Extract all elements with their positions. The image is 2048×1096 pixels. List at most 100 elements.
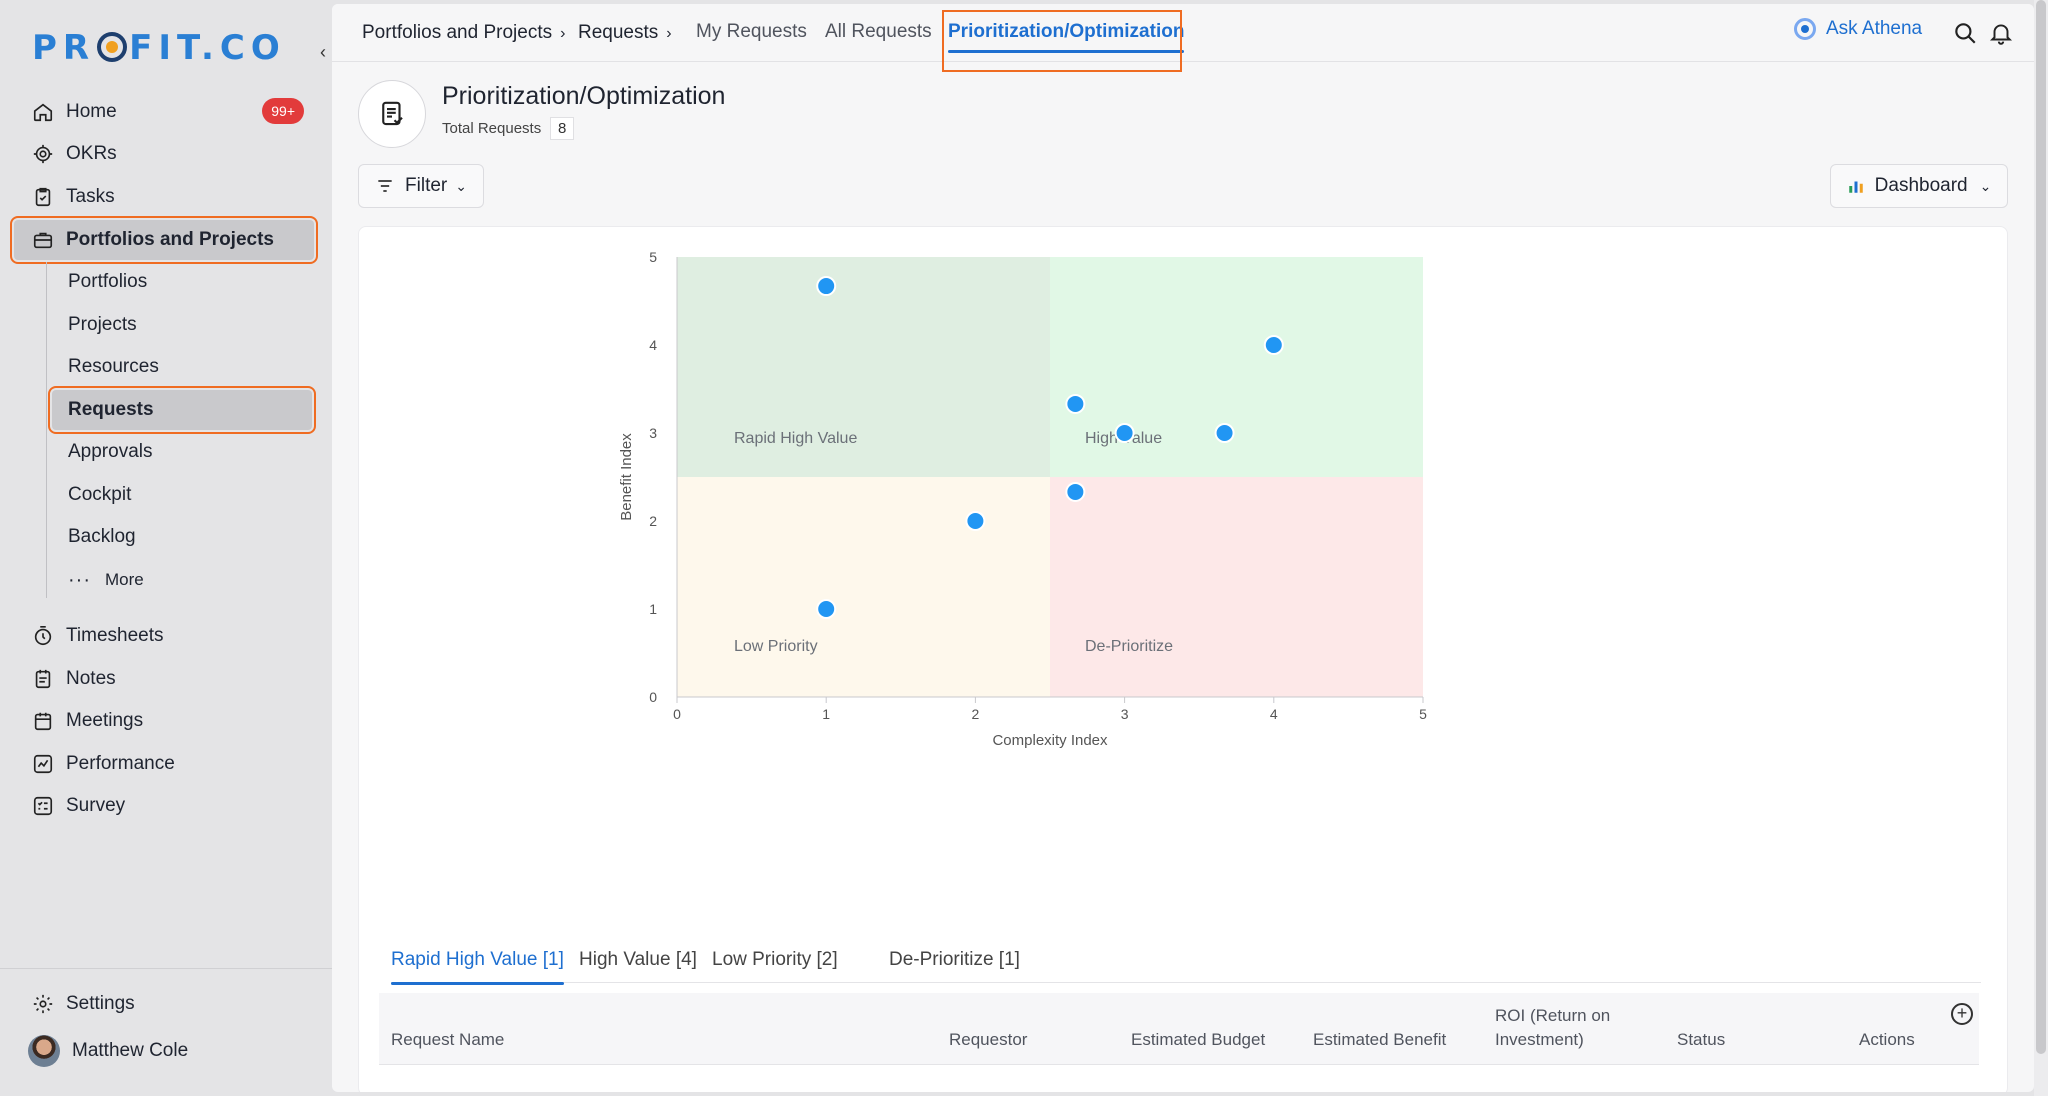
sidebar-item-label: Home <box>66 101 117 122</box>
tab-low-priority[interactable]: Low Priority [2] <box>712 949 838 970</box>
stopwatch-icon <box>32 625 54 647</box>
chevron-right-icon: › <box>666 25 672 42</box>
sidebar-item-label: Settings <box>66 993 135 1014</box>
page-scrollbar[interactable] <box>2034 0 2048 1096</box>
sidebar-subitem-portfolios[interactable]: Portfolios <box>52 262 312 302</box>
sidebar-subitem-backlog[interactable]: Backlog <box>52 517 312 557</box>
dashboard-view-dropdown[interactable]: Dashboard ⌄ <box>1830 164 2008 208</box>
breadcrumb-requests[interactable]: Requests › <box>578 22 672 44</box>
tab-all-requests[interactable]: All Requests <box>825 21 932 42</box>
sidebar-item-tasks[interactable]: Tasks <box>14 177 314 217</box>
y-tick-label: 3 <box>649 425 657 441</box>
data-point[interactable] <box>965 511 986 531</box>
breadcrumb-label: Requests <box>578 22 659 43</box>
sidebar-item-label: Portfolios and Projects <box>66 229 274 250</box>
column-status[interactable]: Status <box>1677 1030 1726 1049</box>
sidebar-item-okrs[interactable]: OKRs <box>14 134 314 174</box>
ask-athena-button[interactable]: Ask Athena <box>1794 18 1922 40</box>
data-point[interactable] <box>1114 423 1135 443</box>
request-document-icon <box>358 80 426 148</box>
sidebar-item-home[interactable]: Home 99+ <box>14 92 314 132</box>
quadrant-label: De-Prioritize <box>1085 638 1173 655</box>
tab-highlight-box <box>942 10 1182 72</box>
filter-button[interactable]: Filter ⌄ <box>358 164 484 208</box>
avatar <box>28 1035 60 1067</box>
user-profile[interactable]: Matthew Cole <box>14 1031 314 1071</box>
page-title: Prioritization/Optimization <box>442 82 726 110</box>
sidebar-subitem-resources[interactable]: Resources <box>52 347 312 387</box>
quadrant-label: Low Priority <box>734 638 818 655</box>
column-estimated-budget[interactable]: Estimated Budget <box>1131 1030 1266 1049</box>
sidebar-item-label: Performance <box>66 753 175 774</box>
tab-my-requests[interactable]: My Requests <box>696 21 807 42</box>
notification-badge: 99+ <box>262 98 304 124</box>
tab-rapid-high-value[interactable]: Rapid High Value [1] <box>391 949 564 985</box>
profit-co-logo[interactable]: PR FIT.CO <box>32 28 286 68</box>
subitem-label: Portfolios <box>68 271 148 292</box>
sidebar-subitem-requests[interactable]: Requests <box>48 386 316 434</box>
sidebar-subitem-projects[interactable]: Projects <box>52 305 312 345</box>
logo-text-end: FIT.CO <box>129 28 286 68</box>
quadrant-tabs: Rapid High Value [1] High Value [4] Low … <box>391 939 1981 985</box>
sidebar-subitem-cockpit[interactable]: Cockpit <box>52 475 312 515</box>
sidebar-item-label: Tasks <box>66 186 115 207</box>
sidebar-item-meetings[interactable]: Meetings <box>14 701 314 741</box>
submenu-guide-line <box>46 262 47 598</box>
y-axis-title: Benefit Index <box>618 433 635 521</box>
column-requestor[interactable]: Requestor <box>949 1030 1028 1049</box>
column-roi[interactable]: ROI (Return on Investment) <box>1495 1006 1611 1049</box>
quadrant-label: Rapid High Value <box>734 430 857 447</box>
sidebar-item-timesheets[interactable]: Timesheets <box>14 616 314 656</box>
data-point[interactable] <box>1263 335 1284 355</box>
sidebar-item-survey[interactable]: Survey <box>14 786 314 826</box>
sidebar-item-settings[interactable]: Settings <box>14 984 314 1024</box>
data-point[interactable] <box>816 276 837 297</box>
subitem-label: Cockpit <box>68 484 132 505</box>
ask-athena-label: Ask Athena <box>1826 18 1923 39</box>
sidebar-subitem-approvals[interactable]: Approvals <box>52 432 312 472</box>
filter-label: Filter <box>405 175 448 196</box>
quadrant-low-priority <box>677 477 1050 697</box>
collapse-sidebar-icon[interactable]: ‹ <box>320 42 326 62</box>
sidebar-subitem-more[interactable]: ··· More <box>52 560 312 600</box>
sidebar-item-performance[interactable]: Performance <box>14 744 314 784</box>
notes-icon <box>32 668 54 690</box>
column-request-name[interactable]: Request Name <box>391 1030 505 1049</box>
tab-prioritization-optimization[interactable]: Prioritization/Optimization <box>948 21 1185 53</box>
chevron-down-icon: ⌄ <box>1979 177 1992 194</box>
subitem-label: Backlog <box>68 526 136 547</box>
x-tick-label: 0 <box>673 706 681 722</box>
breadcrumb-portfolios-and-projects[interactable]: Portfolios and Projects › <box>362 22 565 44</box>
quadrant-high-value <box>1050 257 1423 477</box>
chevron-right-icon: › <box>560 25 566 42</box>
dashboard-label: Dashboard <box>1874 175 1968 196</box>
sidebar-item-notes[interactable]: Notes <box>14 659 314 699</box>
add-column-icon[interactable]: + <box>1951 1003 1973 1025</box>
sidebar-item-label: Notes <box>66 668 116 689</box>
scrollbar-thumb[interactable] <box>2036 0 2046 1054</box>
x-tick-label: 1 <box>822 706 830 722</box>
tab-de-prioritize[interactable]: De-Prioritize [1] <box>889 949 1020 970</box>
data-point[interactable] <box>1065 481 1086 502</box>
home-icon <box>32 101 54 123</box>
tab-high-value[interactable]: High Value [4] <box>579 949 697 970</box>
subitem-label: Approvals <box>68 441 153 462</box>
data-point[interactable] <box>1214 423 1235 443</box>
data-point[interactable] <box>816 599 837 619</box>
column-estimated-benefit[interactable]: Estimated Benefit <box>1313 1030 1447 1049</box>
performance-chart-icon <box>32 753 54 775</box>
sidebar-item-label: Timesheets <box>66 625 164 646</box>
y-tick-label: 2 <box>649 513 657 529</box>
y-tick-label: 5 <box>649 249 657 265</box>
column-actions[interactable]: Actions <box>1859 1030 1915 1049</box>
bell-icon[interactable] <box>1988 20 2014 46</box>
point-layer <box>816 276 1284 619</box>
main-content: Portfolios and Projects › Requests › My Re… <box>332 4 2034 1092</box>
search-icon[interactable] <box>1952 20 1978 46</box>
sidebar-item-label: OKRs <box>66 143 117 164</box>
sidebar-item-label: Survey <box>66 795 126 816</box>
data-point[interactable] <box>1065 393 1086 414</box>
sidebar-item-portfolios-and-projects[interactable]: Portfolios and Projects <box>10 216 318 264</box>
